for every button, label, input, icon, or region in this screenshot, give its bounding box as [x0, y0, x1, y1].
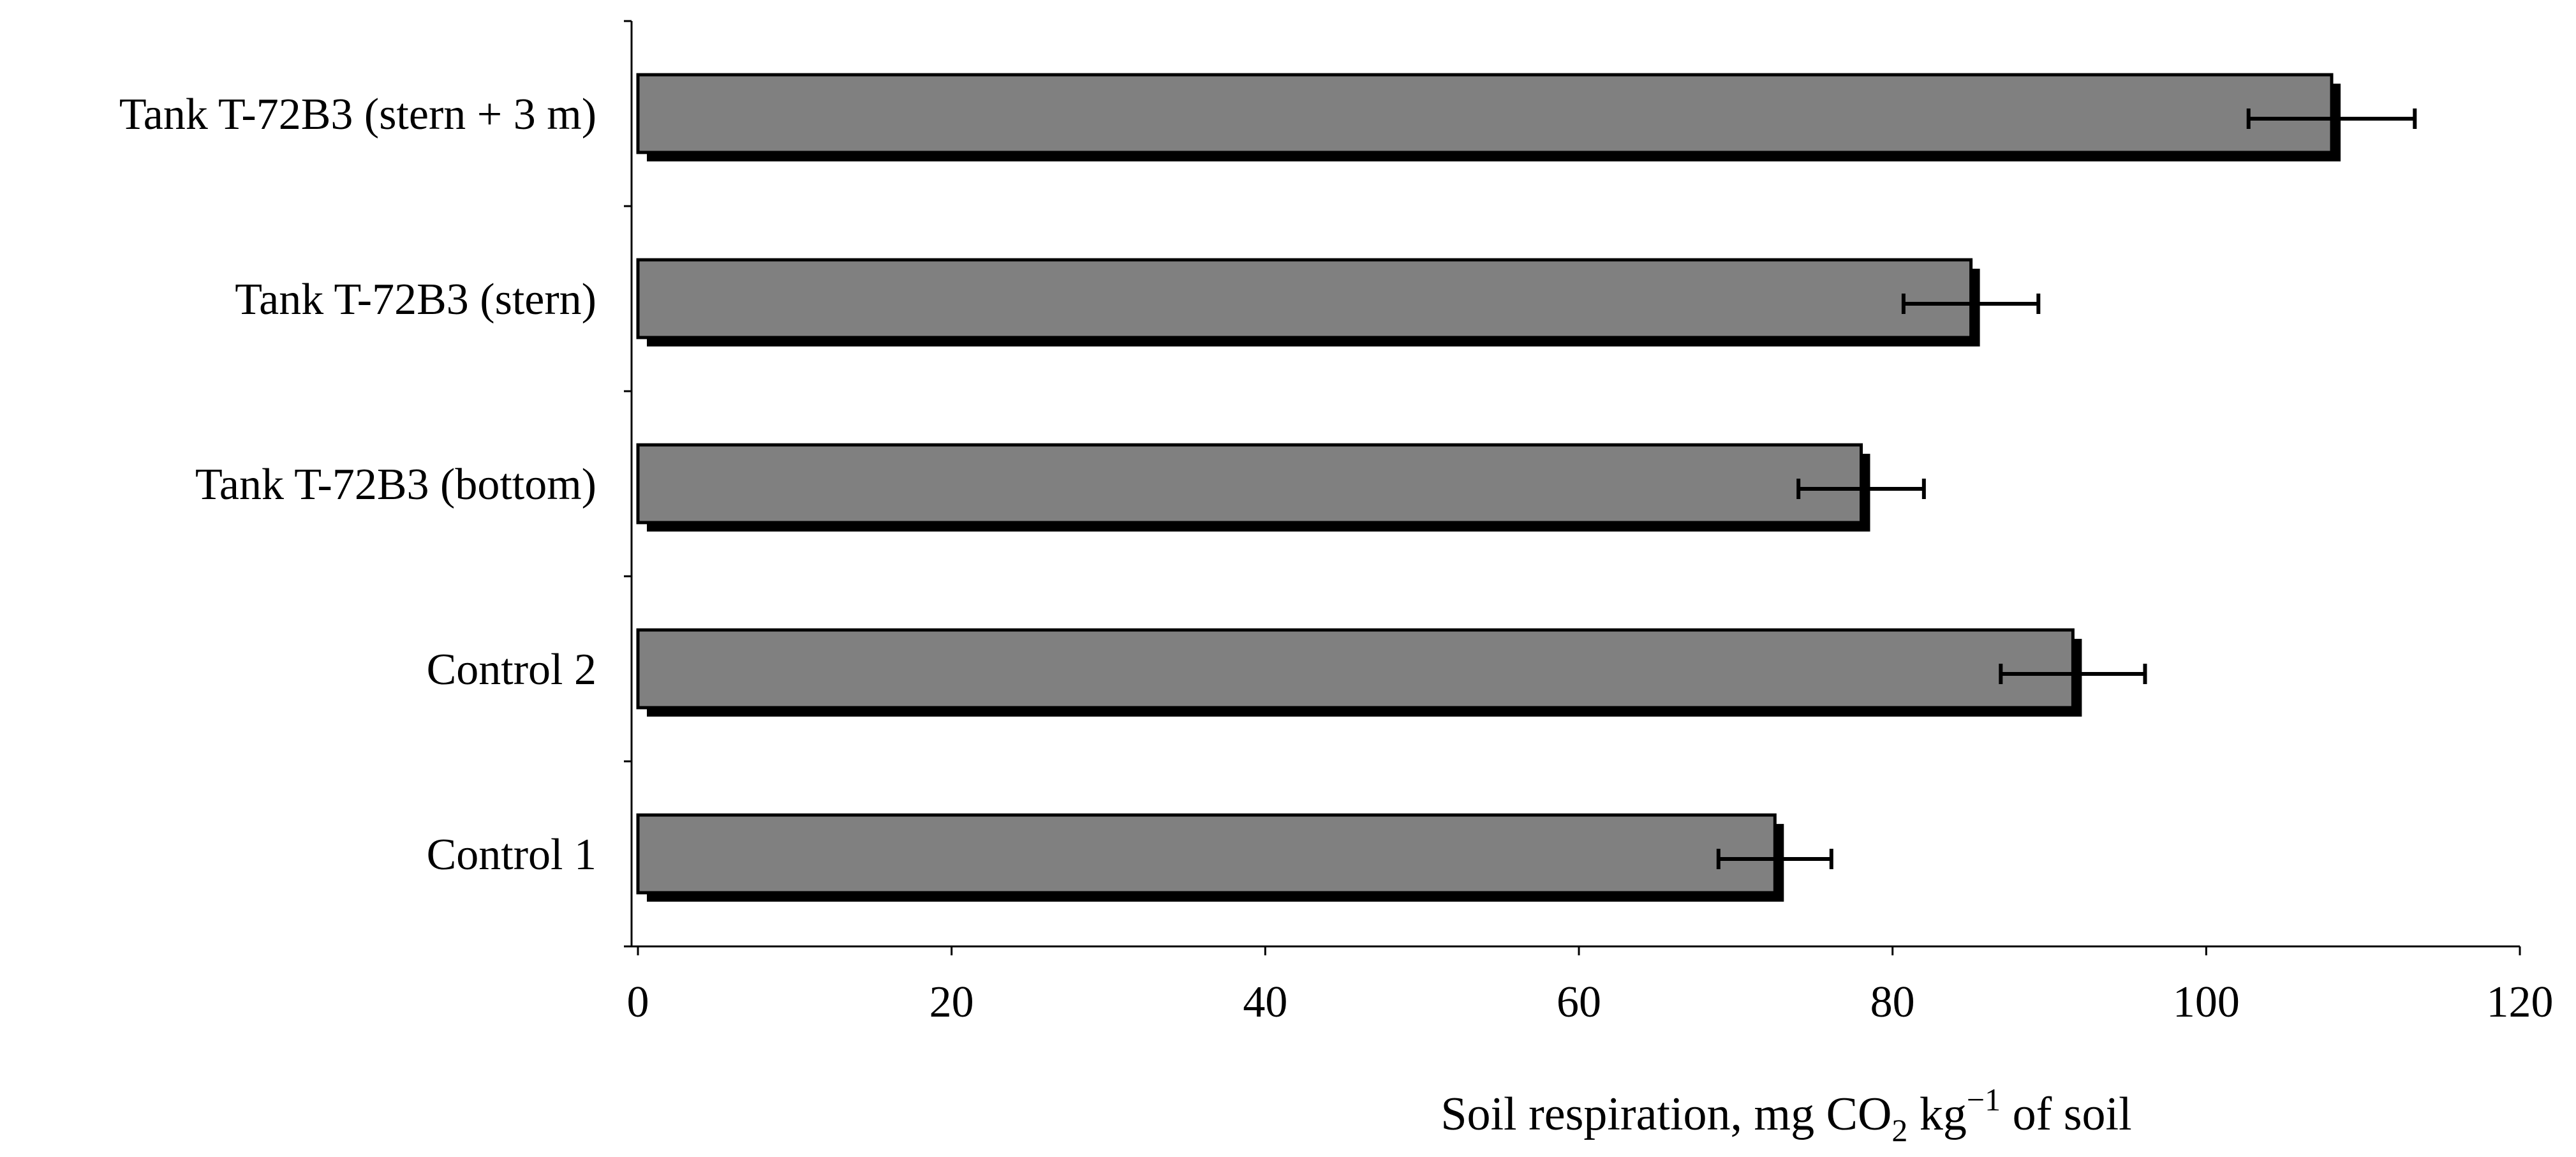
- axes-group: [624, 20, 2521, 955]
- bar: [636, 628, 2075, 710]
- x-tick-label: 20: [929, 978, 974, 1027]
- x-title-text: Soil respiration, mg CO: [1440, 1088, 1891, 1140]
- x-title-subscript: 2: [1891, 1112, 1907, 1148]
- bar: [636, 443, 1863, 525]
- bar: [636, 813, 1777, 895]
- category-label: Control 1: [427, 830, 596, 879]
- x-title-text: kg: [1907, 1088, 1967, 1140]
- bar: [636, 258, 1973, 340]
- category-label: Control 2: [427, 645, 596, 694]
- x-tick-label: 40: [1243, 978, 1287, 1027]
- x-tick-label: 60: [1557, 978, 1601, 1027]
- bar: [636, 73, 2334, 154]
- labels-group: Tank T-72B3 (stern + 3 m) Tank T-72B3 (st…: [119, 90, 2554, 1027]
- x-tick-label: 100: [2173, 978, 2240, 1027]
- category-label: Tank T-72B3 (stern): [235, 275, 596, 324]
- x-title-text: of soil: [2001, 1088, 2132, 1140]
- bars-group: [636, 73, 2417, 902]
- x-title-superscript: −1: [1967, 1082, 2001, 1117]
- x-tick-label: 80: [1870, 978, 1915, 1027]
- category-label: Tank T-72B3 (stern + 3 m): [119, 90, 596, 139]
- x-tick-label: 0: [627, 978, 649, 1027]
- x-tick-label: 120: [2487, 978, 2554, 1027]
- x-axis-title: Soil respiration, mg CO2 kg−1 of soil: [1440, 1082, 2131, 1148]
- category-label: Tank T-72B3 (bottom): [195, 460, 596, 509]
